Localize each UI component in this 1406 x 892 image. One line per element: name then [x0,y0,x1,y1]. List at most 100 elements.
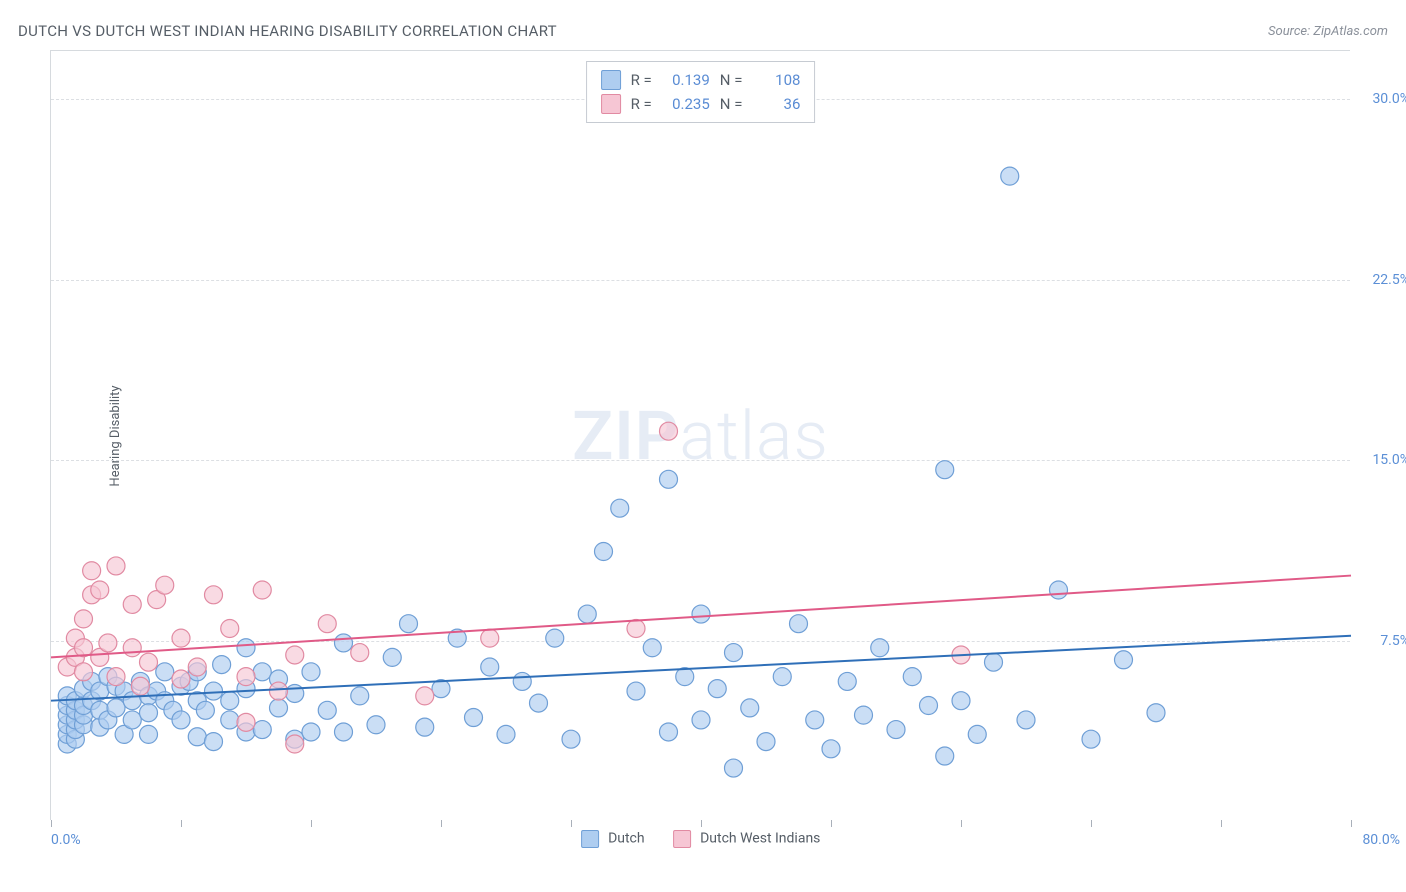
data-point [123,711,141,729]
data-point [123,595,141,613]
data-point [99,634,117,652]
legend-n-label: N = [720,92,743,116]
data-point [75,610,93,628]
data-point [123,639,141,657]
chart-title: DUTCH VS DUTCH WEST INDIAN HEARING DISAB… [18,22,557,40]
data-point [497,725,515,743]
legend-row-dutch: R = 0.139 N = 108 [601,68,801,92]
data-point [627,620,645,638]
legend-n-value-dwi: 36 [752,92,800,116]
data-point [253,663,271,681]
legend-swatch-dutch [601,70,621,90]
data-point [140,653,158,671]
data-point [692,711,710,729]
x-tick [311,820,312,827]
data-point [318,615,336,633]
data-point [790,615,808,633]
data-point [660,422,678,440]
data-point [887,721,905,739]
data-point [530,694,548,712]
data-point [481,658,499,676]
x-tick [1221,820,1222,827]
data-point [213,656,231,674]
data-point [351,644,369,662]
data-point [172,711,190,729]
data-point [1147,704,1165,722]
y-tick-label: 15.0% [1355,452,1406,468]
data-point [773,668,791,686]
y-tick-label: 7.5% [1355,633,1406,649]
data-point [75,663,93,681]
data-point [286,684,304,702]
data-point [465,709,483,727]
data-point [903,668,921,686]
legend-r-value-dwi: 0.235 [662,92,710,116]
data-point [855,706,873,724]
data-point [156,663,174,681]
data-point [692,605,710,623]
legend-label-dwi: Dutch West Indians [700,831,820,847]
data-point [83,562,101,580]
data-point [188,728,206,746]
legend-n-value-dutch: 108 [752,68,800,92]
data-point [660,723,678,741]
data-point [643,639,661,657]
x-tick [701,820,702,827]
x-tick [51,820,52,827]
data-point [838,672,856,690]
data-point [172,670,190,688]
data-point [237,713,255,731]
data-point [107,557,125,575]
data-point [221,711,239,729]
correlation-legend: R = 0.139 N = 108 R = 0.235 N = 36 [586,61,816,123]
data-point [627,682,645,700]
data-point [936,747,954,765]
data-point [416,718,434,736]
source-attribution: Source: ZipAtlas.com [1268,24,1388,39]
data-point [708,680,726,698]
data-point [595,543,613,561]
x-tick [961,820,962,827]
data-point [806,711,824,729]
data-point [1001,167,1019,185]
data-point [172,629,190,647]
data-point [131,677,149,695]
data-point [367,716,385,734]
legend-swatch-dwi [601,94,621,114]
data-point [822,740,840,758]
data-point [546,629,564,647]
data-point [562,730,580,748]
data-point [270,682,288,700]
data-point [936,461,954,479]
data-point [725,644,743,662]
data-point [205,682,223,700]
legend-label-dutch: Dutch [608,831,645,847]
data-point [416,687,434,705]
data-point [286,735,304,753]
data-point [221,692,239,710]
y-tick-label: 30.0% [1355,91,1406,107]
legend-r-label: R = [631,68,652,92]
x-tick [571,820,572,827]
data-point [660,470,678,488]
data-point [237,639,255,657]
plot-area: Hearing Disability ZIPatlas 7.5%15.0%22.… [50,50,1350,820]
data-point [196,701,214,719]
data-point [302,663,320,681]
data-point [237,668,255,686]
x-tick [441,820,442,827]
data-point [302,723,320,741]
x-tick [1091,820,1092,827]
data-point [871,639,889,657]
data-point [253,721,271,739]
legend-item-dutch: Dutch [581,830,645,848]
data-point [1115,651,1133,669]
data-point [578,605,596,623]
legend-r-value-dutch: 0.139 [662,68,710,92]
data-point [205,586,223,604]
legend-r-label: R = [631,92,652,116]
data-point [107,699,125,717]
data-point [757,733,775,751]
data-point [221,620,239,638]
data-point [140,704,158,722]
